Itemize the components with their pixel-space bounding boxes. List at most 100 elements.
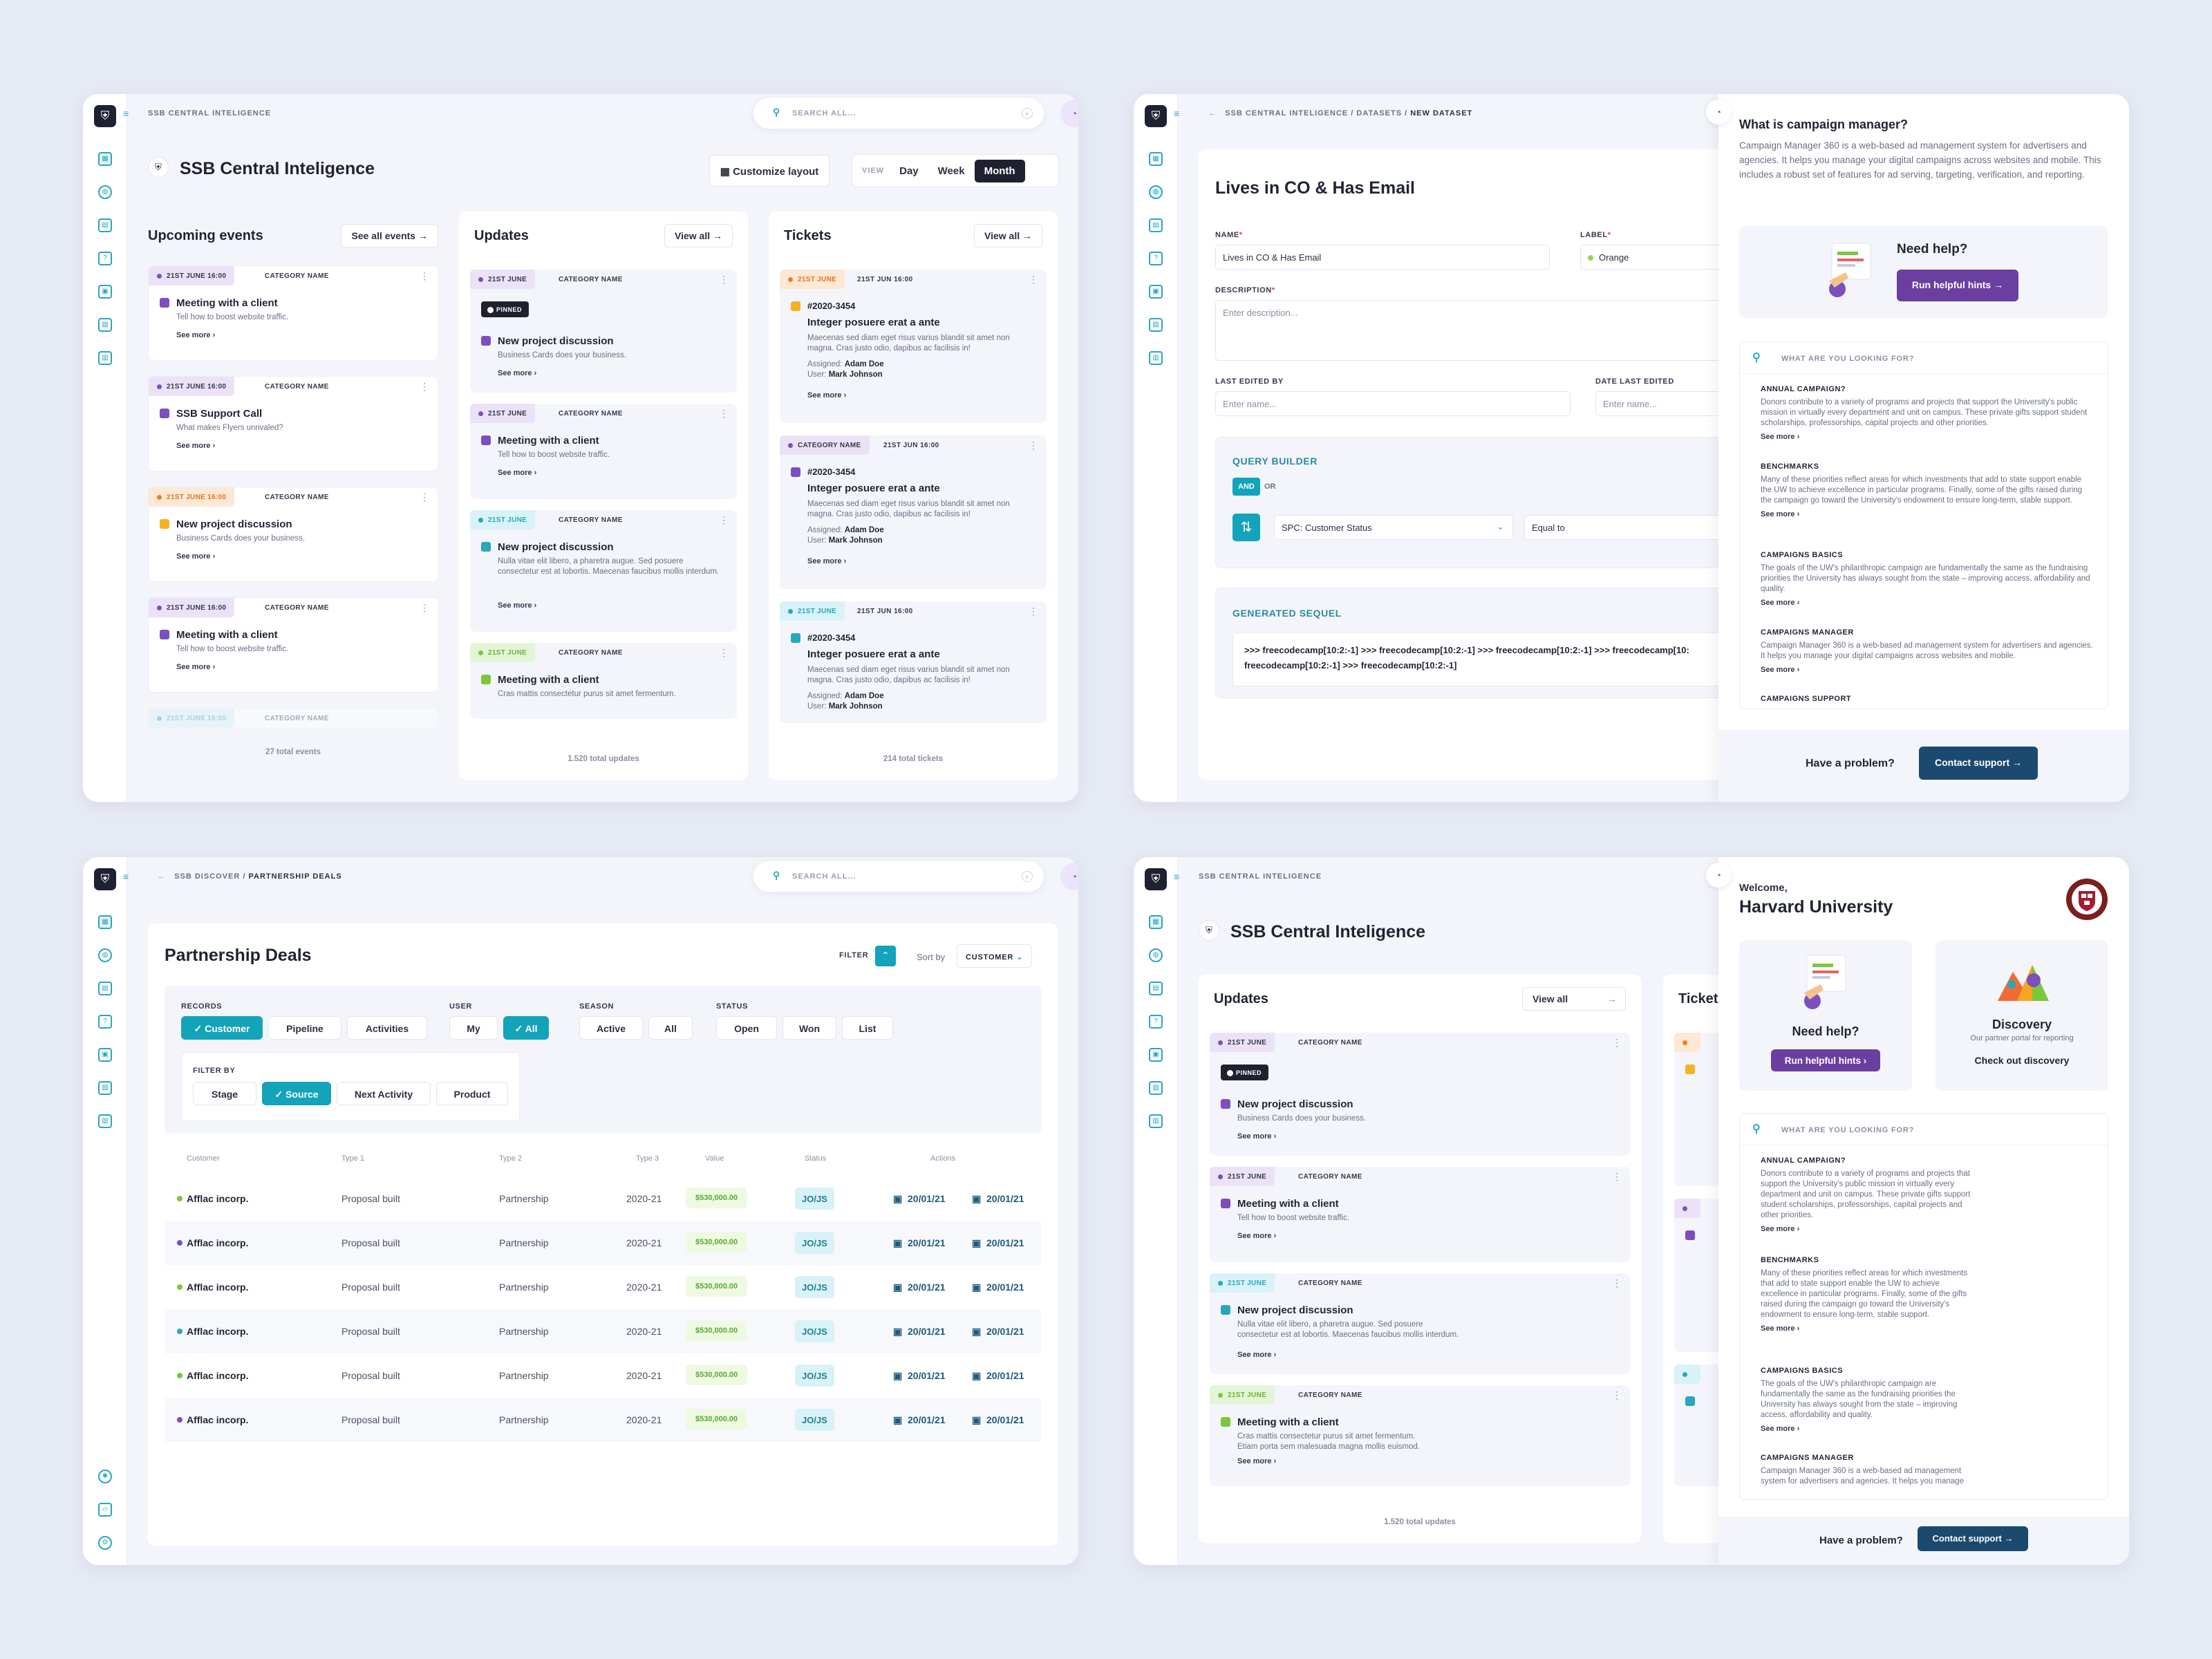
swap-icon[interactable]: ⇅ xyxy=(1232,514,1260,541)
globe-icon[interactable]: ◍ xyxy=(1149,948,1163,962)
search-input[interactable]: ⚲ SEARCH ALL... › xyxy=(753,98,1044,129)
question-icon[interactable]: ? xyxy=(98,252,112,265)
cell-date-start[interactable]: ▣ 20/01/21 xyxy=(893,1282,946,1293)
more-options-icon[interactable]: ⋮ xyxy=(1029,274,1038,285)
more-options-icon[interactable]: ⋮ xyxy=(719,274,729,285)
event-card[interactable]: 21ST JUNE 16:00 CATEGORY NAME ⋮ SSB Supp… xyxy=(148,376,438,471)
records-activities-chip[interactable]: Activities xyxy=(347,1016,427,1040)
documents-icon[interactable]: ▥ xyxy=(1149,1114,1163,1128)
cell-date-end[interactable]: ▣ 20/01/21 xyxy=(972,1193,1024,1205)
cell-customer[interactable]: Afflac incorp. xyxy=(187,1326,249,1337)
help-icon[interactable]: ◔ xyxy=(1060,863,1078,890)
season-all-chip[interactable]: All xyxy=(648,1016,693,1040)
question-icon[interactable]: ? xyxy=(98,1015,112,1029)
kb-search-input[interactable]: ⚲ WHAT ARE YOU LOOKING FOR? xyxy=(1740,1114,2108,1145)
book-icon[interactable]: ▤ xyxy=(1149,218,1163,232)
kb-article[interactable]: CAMPAIGNS MANAGER Campaign Manager 360 is… xyxy=(1761,1454,1976,1487)
breadcrumb-item[interactable]: DATASETS xyxy=(1356,109,1403,118)
ticket-card[interactable]: 21ST JUNE 21ST JUN 16:00 ⋮ #2020-3454 In… xyxy=(780,601,1047,723)
images-icon[interactable]: ▨ xyxy=(1149,1081,1163,1095)
see-more-link[interactable]: See more › xyxy=(807,391,847,400)
arrow-right-icon[interactable]: › xyxy=(1022,108,1033,119)
question-icon[interactable]: ? xyxy=(1149,1015,1163,1029)
filter-source-chip[interactable]: ✓ Source xyxy=(262,1082,331,1105)
breadcrumb-item[interactable]: SSB CENTRAL INTELIGENCE xyxy=(1225,109,1349,118)
user-all-chip[interactable]: ✓ All xyxy=(503,1016,549,1040)
update-card[interactable]: 21ST JUNE CATEGORY NAME ⋮ Meeting with a… xyxy=(470,404,737,499)
cell-date-end[interactable]: ▣ 20/01/21 xyxy=(972,1237,1024,1249)
col-header[interactable]: Customer xyxy=(187,1154,220,1163)
see-more-link[interactable]: See more › xyxy=(176,331,216,339)
more-options-icon[interactable]: ⋮ xyxy=(719,514,729,525)
ticket-card[interactable]: CATEGORY NAME 21ST JUN 16:00 ⋮ #2020-345… xyxy=(780,435,1047,589)
see-all-events-button[interactable]: See all events → xyxy=(341,224,438,247)
more-options-icon[interactable]: ⋮ xyxy=(1029,440,1038,451)
dashboard-icon[interactable]: ▦ xyxy=(1149,152,1163,166)
see-more-link[interactable]: See more › xyxy=(176,442,216,450)
see-more-link[interactable]: See more › xyxy=(1237,1232,1277,1240)
kb-article[interactable]: ANNUAL CAMPAIGN? Donors contribute to a v… xyxy=(1761,1156,1976,1233)
view-day[interactable]: Day xyxy=(899,165,919,177)
event-card[interactable]: 21ST JUNE 16:00 CATEGORY NAME ⋮ New proj… xyxy=(148,487,438,582)
back-arrow-icon[interactable]: ← xyxy=(158,872,172,881)
view-all-updates-button[interactable]: View all → xyxy=(664,224,733,247)
run-helpful-hints-button[interactable]: Run helpful hints › xyxy=(1771,1049,1880,1071)
see-more-link[interactable]: See more › xyxy=(498,469,537,477)
update-card[interactable]: 21ST JUNE CATEGORY NAME ⋮ Meeting with a… xyxy=(1210,1167,1630,1262)
customize-layout-button[interactable]: ▦ Customize layout xyxy=(709,155,830,187)
chart-icon[interactable]: ▱ xyxy=(98,1503,112,1517)
user-my-chip[interactable]: My xyxy=(449,1016,498,1040)
view-all-tickets-button[interactable]: View all → xyxy=(974,224,1042,247)
calendar-icon[interactable]: ▣ xyxy=(1149,1048,1163,1062)
status-won-chip[interactable]: Won xyxy=(782,1016,836,1040)
sort-select[interactable]: CUSTOMER ⌄ xyxy=(957,944,1033,968)
update-card[interactable]: 21ST JUNE CATEGORY NAME ⋮ New project di… xyxy=(470,510,737,632)
see-more-link[interactable]: See more › xyxy=(1761,666,1800,674)
table-row[interactable]: Afflac incorp. Proposal built Partnershi… xyxy=(165,1221,1041,1265)
more-options-icon[interactable]: ⋮ xyxy=(1029,606,1038,617)
cell-customer[interactable]: Afflac incorp. xyxy=(187,1193,249,1204)
help-icon[interactable]: ◔ xyxy=(1060,100,1078,127)
kb-article[interactable]: CAMPAIGNS BASICS The goals of the UW's ph… xyxy=(1761,1367,1976,1433)
calendar-icon[interactable]: ▣ xyxy=(1149,285,1163,299)
cell-customer[interactable]: Afflac incorp. xyxy=(187,1370,249,1381)
kb-article[interactable]: CAMPAIGNS SUPPORT xyxy=(1761,695,2094,703)
menu-icon[interactable]: ≡ xyxy=(123,108,129,119)
dashboard-icon[interactable]: ▦ xyxy=(1149,915,1163,929)
contact-support-button[interactable]: Contact support → xyxy=(1918,1526,2028,1551)
kb-article[interactable]: CAMPAIGNS MANAGER Campaign Manager 360 is… xyxy=(1761,628,2094,674)
menu-icon[interactable]: ≡ xyxy=(1174,108,1180,119)
see-more-link[interactable]: See more › xyxy=(1237,1457,1277,1465)
book-icon[interactable]: ▤ xyxy=(98,218,112,232)
gear-icon[interactable]: ⚙ xyxy=(98,1536,112,1550)
records-pipeline-chip[interactable]: Pipeline xyxy=(268,1016,341,1040)
shield-logo-icon[interactable]: ⛨ xyxy=(94,105,116,127)
kb-article[interactable]: CAMPAIGNS BASICS The goals of the UW's ph… xyxy=(1761,551,2094,607)
arrow-right-icon[interactable]: › xyxy=(1022,871,1033,882)
see-more-link[interactable]: See more › xyxy=(176,552,216,561)
documents-icon[interactable]: ▥ xyxy=(98,351,112,365)
cell-date-start[interactable]: ▣ 20/01/21 xyxy=(893,1237,946,1249)
event-card[interactable]: 21ST JUNE 16:00 CATEGORY NAME ⋮ Meeting … xyxy=(148,597,438,693)
cell-date-end[interactable]: ▣ 20/01/21 xyxy=(972,1370,1024,1382)
col-header[interactable]: Type 3 xyxy=(636,1154,659,1163)
update-card[interactable]: 21ST JUNE CATEGORY NAME ⋮ New project di… xyxy=(1210,1273,1630,1374)
see-more-link[interactable]: See more › xyxy=(1237,1351,1277,1359)
description-field[interactable]: Enter description... xyxy=(1215,300,1796,361)
globe-icon[interactable]: ◍ xyxy=(98,948,112,962)
records-customer-chip[interactable]: ✓ Customer xyxy=(181,1016,263,1040)
ticket-card[interactable]: 21ST JUNE 21ST JUN 16:00 ⋮ #2020-3454 In… xyxy=(780,270,1047,423)
cell-customer[interactable]: Afflac incorp. xyxy=(187,1414,249,1425)
dashboard-icon[interactable]: ▦ xyxy=(98,915,112,929)
filter-next-activity-chip[interactable]: Next Activity xyxy=(337,1082,431,1105)
field-select[interactable]: SPC: Customer Status ⌄ xyxy=(1274,515,1513,540)
update-card[interactable]: 21ST JUNE CATEGORY NAME ⋮ Meeting with a… xyxy=(1210,1385,1630,1486)
filter-product-chip[interactable]: Product xyxy=(436,1082,508,1105)
table-row[interactable]: Afflac incorp. Proposal built Partnershi… xyxy=(165,1177,1041,1221)
see-more-link[interactable]: See more › xyxy=(1761,510,1800,518)
last-edited-field[interactable]: Enter name... xyxy=(1215,391,1571,416)
status-open-chip[interactable]: Open xyxy=(716,1016,777,1040)
cell-customer[interactable]: Afflac incorp. xyxy=(187,1282,249,1293)
event-card[interactable]: 21ST JUNE 16:00 CATEGORY NAME xyxy=(148,708,438,729)
breadcrumb-item[interactable]: SSB DISCOVER xyxy=(174,872,241,881)
